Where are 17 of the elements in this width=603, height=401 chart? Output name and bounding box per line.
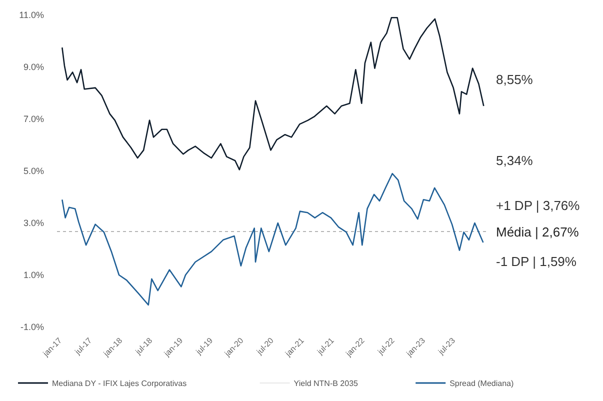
legend-label: Mediana DY - IFIX Lajes Corporativas bbox=[52, 379, 187, 388]
y-tick-label: 5.0% bbox=[23, 166, 44, 176]
text: 5,34% bbox=[496, 153, 534, 168]
line-series bbox=[61, 16, 484, 170]
legend-label: Yield NTN-B 2035 bbox=[294, 379, 359, 388]
text: -1 DP | 1,59% bbox=[496, 254, 577, 269]
y-tick-label: 1.0% bbox=[23, 270, 44, 280]
y-tick-label: 3.0% bbox=[23, 218, 44, 228]
line-series bbox=[61, 172, 484, 306]
text: +1 DP | 3,76% bbox=[496, 198, 580, 213]
legend-label: Spread (Mediana) bbox=[450, 379, 514, 388]
y-tick-label: 11.0% bbox=[19, 10, 44, 20]
y-tick-label: 9.0% bbox=[23, 62, 44, 72]
text: 8,55% bbox=[496, 72, 534, 87]
y-tick-label: -1.0% bbox=[20, 322, 44, 332]
ref-line-label: Média | 2,67% bbox=[496, 224, 580, 240]
y-tick-label: 7.0% bbox=[23, 114, 44, 124]
